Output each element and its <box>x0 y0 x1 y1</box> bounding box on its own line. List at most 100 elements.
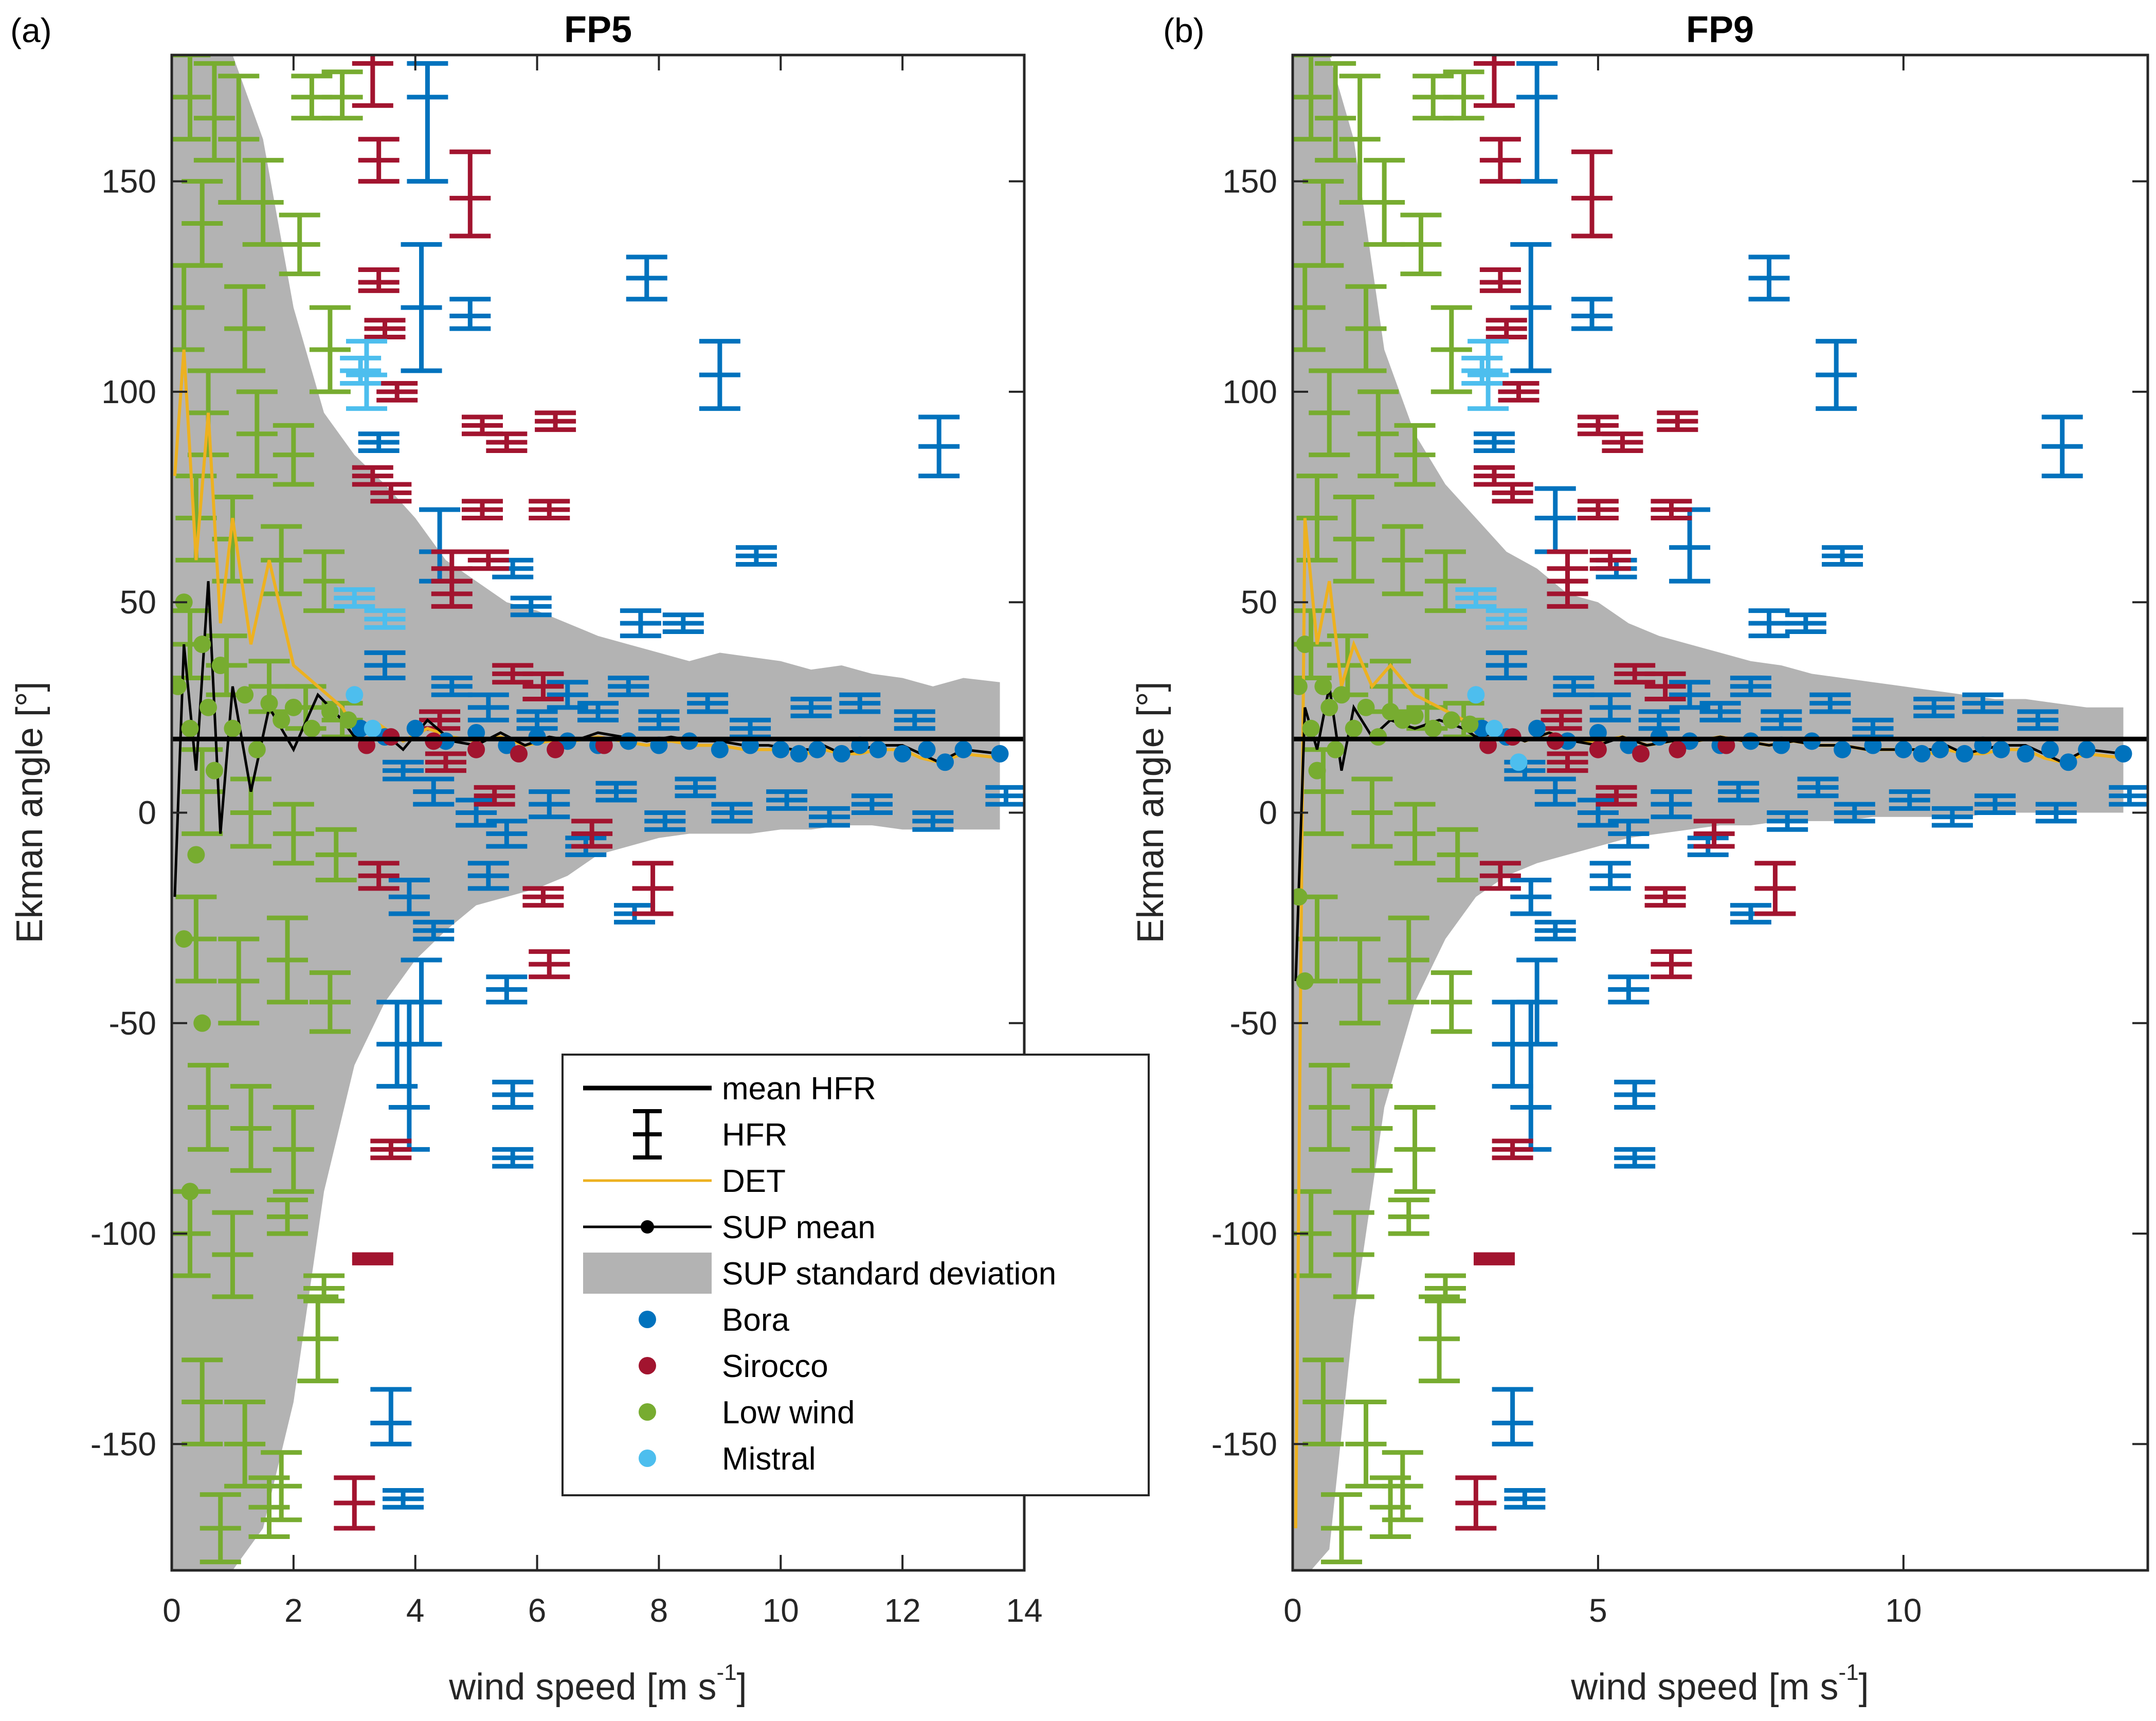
hfr-errorbar <box>547 680 588 710</box>
sup-mean-point <box>364 719 382 737</box>
sup-mean-point <box>772 740 790 758</box>
hfr-errorbar <box>1571 297 1613 331</box>
sup-mean-point <box>211 656 229 674</box>
panel-a: (a) FP5 0 2 4 6 8 10 12 14-150-100-50050100150 … <box>9 9 1043 1708</box>
sup-mean-point <box>1293 888 1308 906</box>
hfr-errorbar <box>1351 776 1393 849</box>
series-mistral-sup-points <box>346 686 382 737</box>
hfr-errorbar <box>309 970 351 1034</box>
legend-swatch-dot <box>639 1450 656 1467</box>
hfr-errorbar <box>529 499 570 520</box>
hfr-errorbar <box>431 578 473 609</box>
y-tick-label: 50 <box>120 584 156 621</box>
hfr-errorbar <box>267 915 309 1005</box>
sup-mean-point <box>1302 719 1320 737</box>
y-tick-label: -100 <box>90 1215 156 1252</box>
legend-swatch-dot <box>639 1403 656 1421</box>
hfr-errorbar <box>236 389 278 479</box>
series-low-wind-sup-points <box>172 593 357 1201</box>
hfr-errorbar <box>370 1387 412 1446</box>
series-low-wind-sup-points <box>1293 636 1479 990</box>
hfr-errorbar <box>1394 802 1436 866</box>
plot-content <box>1293 55 2148 1570</box>
legend-item-sup-standard-deviation: SUP standard deviation <box>583 1253 1056 1294</box>
hfr-errorbar <box>1651 499 1692 520</box>
hfr-errorbar <box>711 802 753 824</box>
hfr-errorbar <box>1382 524 1423 596</box>
sup-mean-point <box>1589 740 1607 758</box>
sup-mean-point <box>510 745 528 763</box>
legend-label: Mistral <box>722 1441 816 1477</box>
hfr-errorbar <box>1430 305 1472 394</box>
hfr-errorbar <box>1547 578 1588 609</box>
hfr-errorbar <box>492 1079 534 1110</box>
hfr-errorbar <box>224 1400 266 1489</box>
hfr-errorbar <box>1614 1079 1656 1110</box>
y-tick-label: 0 <box>1259 794 1277 831</box>
sup-mean-point <box>236 686 254 704</box>
hfr-errorbar <box>1809 692 1851 714</box>
series-bora-errorbars <box>358 61 1024 1510</box>
hfr-errorbar <box>1534 486 1576 554</box>
hfr-errorbar <box>1596 785 1637 807</box>
hfr-errorbar <box>626 255 667 302</box>
hfr-errorbar <box>809 806 850 828</box>
sup-mean-point <box>1632 745 1650 763</box>
hfr-errorbar <box>632 861 674 916</box>
hfr-errorbar <box>851 793 893 815</box>
hfr-errorbar <box>1638 709 1680 731</box>
hfr-errorbar <box>1651 949 1692 980</box>
hfr-errorbar <box>340 355 382 386</box>
sup-mean-point <box>1510 753 1528 771</box>
sup-mean-point <box>1442 711 1460 729</box>
hfr-errorbar <box>172 608 211 681</box>
hfr-errorbar <box>449 297 491 331</box>
y-tick-label: 100 <box>101 373 156 410</box>
sup-mean-point <box>260 694 278 712</box>
hfr-errorbar <box>1333 495 1374 584</box>
hfr-errorbar <box>407 61 448 184</box>
sup-mean-point <box>193 636 211 654</box>
sup-mean-point <box>406 719 424 737</box>
y-tick-label: -100 <box>1211 1215 1277 1252</box>
hfr-errorbar <box>1589 861 1631 891</box>
sup-mean-point <box>205 762 223 780</box>
hfr-errorbar <box>261 524 302 596</box>
legend-label: DET <box>722 1164 786 1199</box>
hfr-errorbar <box>1394 423 1436 487</box>
sup-mean-point <box>2041 740 2059 758</box>
hfr-errorbar <box>912 810 954 832</box>
series-mistral-sup-points <box>1467 686 1528 771</box>
hfr-errorbar <box>1357 389 1399 479</box>
hfr-errorbar <box>182 1357 223 1446</box>
hfr-errorbar <box>608 676 649 697</box>
sup-mean-point <box>1296 636 1314 654</box>
hfr-errorbar <box>303 549 345 613</box>
panel-b: (b) FP9 0 5 10 -150 -100 -50 0 50 100 150 wind sp… <box>1130 9 2149 1708</box>
hfr-errorbar <box>1315 61 1356 163</box>
hfr-errorbar <box>248 1475 290 1539</box>
hfr-errorbar <box>1339 936 1381 1026</box>
hfr-errorbar <box>461 414 503 437</box>
hfr-errorbar <box>1748 255 1790 302</box>
hfr-errorbar <box>1394 1105 1436 1194</box>
hfr-errorbar <box>1931 806 1973 828</box>
hfr-errorbar <box>790 696 832 718</box>
hfr-errorbar <box>193 61 235 163</box>
hfr-errorbar <box>1473 1252 1515 1265</box>
sup-mean-point <box>918 740 936 758</box>
hfr-errorbar <box>1345 284 1387 373</box>
hfr-errorbar <box>638 709 680 731</box>
hfr-errorbar <box>1479 267 1521 293</box>
hfr-errorbar <box>1657 410 1698 432</box>
sup-mean-point <box>181 719 199 737</box>
hfr-errorbar <box>2109 785 2148 807</box>
sup-mean-point <box>1357 698 1375 716</box>
y-axis-label: Ekman angle [°] <box>9 681 50 943</box>
chart-title: FP5 <box>564 9 632 50</box>
hfr-errorbar <box>839 692 881 714</box>
hfr-errorbar <box>687 692 729 714</box>
sup-mean-point <box>954 740 972 758</box>
sup-mean-point <box>193 1014 211 1032</box>
hfr-errorbar <box>358 267 400 293</box>
